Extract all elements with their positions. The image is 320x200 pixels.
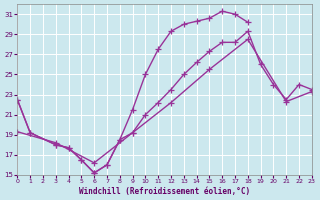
X-axis label: Windchill (Refroidissement éolien,°C): Windchill (Refroidissement éolien,°C) xyxy=(79,187,250,196)
